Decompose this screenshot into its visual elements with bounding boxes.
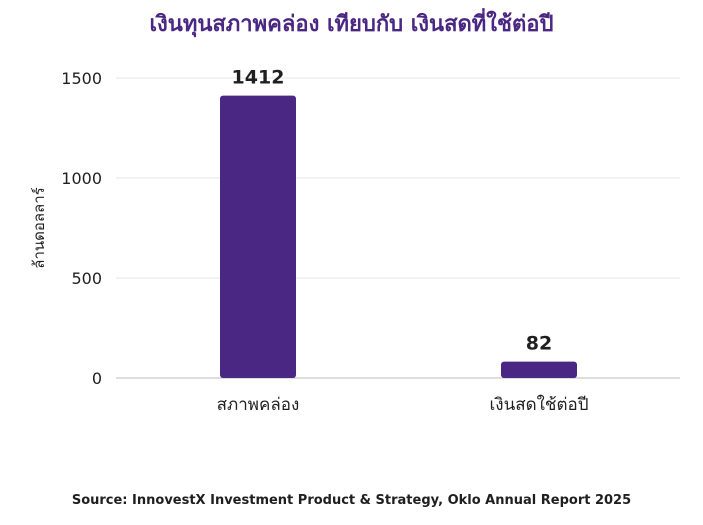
chart-title: เงินทุนสภาพคล่อง เทียบกับ เงินสดที่ใช้ต่…	[149, 12, 554, 37]
gridlines	[116, 77, 680, 379]
bar	[501, 361, 577, 378]
x-tick-label: เงินสดใช้ต่อปี	[489, 394, 588, 415]
source-note: Source: InnovestX Investment Product & S…	[71, 493, 632, 508]
y-tick-label: 0	[92, 369, 102, 388]
y-axis-ticks: 0 500 1000 1500	[61, 69, 102, 388]
data-labels: 1412 82	[232, 67, 553, 355]
bar-chart: 0 500 1000 1500 1412 82 สภาพคล่อง เงินสดใช้ต่…	[30, 67, 680, 415]
data-label: 1412	[232, 67, 285, 89]
y-tick-label: 500	[71, 269, 102, 288]
x-axis-ticks: สภาพคล่อง เงินสดใช้ต่อปี	[217, 394, 589, 415]
x-tick-label: สภาพคล่อง	[217, 395, 300, 415]
y-tick-label: 1000	[61, 169, 102, 188]
bars	[220, 95, 577, 378]
bar	[220, 95, 296, 378]
y-axis-label: ล้านดอลลาร์	[30, 187, 48, 268]
data-label: 82	[526, 333, 552, 355]
y-tick-label: 1500	[61, 69, 102, 88]
